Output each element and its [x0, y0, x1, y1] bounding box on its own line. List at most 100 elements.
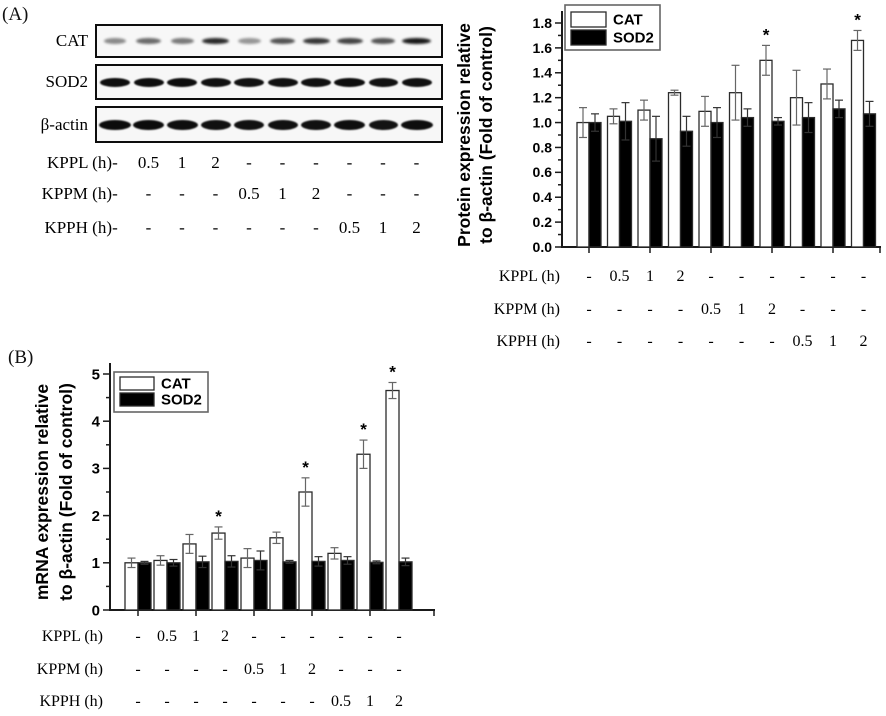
treatment-value: - — [193, 661, 198, 678]
sod2-bar-9 — [832, 108, 846, 248]
y-tick-label: 0.2 — [533, 214, 553, 230]
treatment-value: - — [647, 333, 652, 350]
blot-band-lane-2 — [136, 38, 161, 44]
treatment-value: - — [313, 218, 319, 237]
y-axis-title: Protein expression relative — [454, 23, 474, 247]
blot-band-lane-10 — [402, 38, 431, 44]
treatment-value: 1 — [192, 628, 200, 645]
sod2-bar-3 — [195, 561, 210, 611]
treatment-value: - — [678, 301, 683, 318]
blot-band-lane-1 — [104, 38, 126, 44]
treatment-value: - — [279, 218, 286, 237]
treatment-value: - — [647, 301, 652, 318]
cat-bar-4 — [667, 92, 682, 248]
y-tick-label: 1.6 — [533, 40, 553, 56]
legend-label: SOD2 — [613, 30, 654, 47]
treatment-value: - — [708, 333, 713, 350]
blot-band-lane-3 — [166, 119, 198, 130]
significance-star: * — [360, 420, 367, 439]
treatment-value: - — [367, 628, 372, 645]
y-tick-label: 1.2 — [533, 90, 553, 106]
cat-bar-10 — [385, 389, 400, 611]
treatment-value: - — [251, 628, 256, 645]
sod2-bar-4 — [224, 560, 239, 611]
treatment-value: 1 — [738, 301, 746, 318]
treatment-value: - — [145, 184, 152, 203]
sod2-bar-4 — [679, 130, 694, 248]
legend-swatch-cat — [570, 11, 607, 28]
panel-b-label: (B) — [8, 347, 34, 368]
cat-bar-9 — [356, 453, 371, 611]
blot-band-lane-6 — [270, 38, 295, 44]
treatment-value: 2 — [412, 218, 421, 237]
sod2-bar-10 — [398, 561, 413, 611]
y-tick-label: 3 — [92, 461, 100, 478]
blot-image-2 — [95, 64, 443, 100]
treatment-value: 0.5 — [244, 661, 264, 678]
y-tick-label: 1 — [92, 555, 100, 572]
treatment-value: 1 — [378, 218, 388, 237]
treatment-value: - — [246, 218, 252, 237]
cat-bar-8 — [327, 552, 342, 611]
treatment-value: - — [800, 301, 805, 318]
treatment-value: - — [338, 628, 343, 645]
treatment-value: - — [678, 333, 683, 350]
treatment-value: - — [112, 184, 118, 203]
significance-star: * — [215, 507, 222, 526]
blot-band-lane-5 — [234, 77, 264, 87]
blot-band-lane-8 — [334, 119, 365, 130]
blot-band-lane-4 — [200, 77, 231, 87]
treatment-value: - — [617, 301, 622, 318]
cat-bar-3 — [637, 109, 651, 248]
blot-band-lane-3 — [170, 38, 194, 44]
sod2-bar-8 — [801, 116, 816, 248]
treatment-value: 2 — [211, 153, 220, 172]
significance-star: * — [763, 25, 770, 44]
sod2-bar-1 — [588, 121, 602, 248]
treatment-value: - — [380, 153, 386, 172]
treatment-value: - — [164, 693, 169, 710]
treatment-value: - — [338, 661, 343, 678]
blot-band-lane-4 — [200, 119, 231, 130]
treatment-value: - — [739, 333, 744, 350]
treatment-value: - — [145, 218, 152, 237]
significance-star: * — [302, 458, 309, 477]
treatment-value: 0.5 — [338, 218, 361, 237]
blot-band-lane-7 — [301, 119, 331, 130]
treatment-value: - — [193, 693, 198, 710]
blot-band-lane-5 — [234, 119, 264, 130]
y-tick-label: 0.6 — [533, 164, 553, 180]
cat-bar-9 — [820, 83, 834, 248]
treatment-row-label: KPPM (h) — [37, 661, 103, 678]
sod2-bar-7 — [771, 120, 785, 248]
treatment-row-label: KPPH (h) — [39, 693, 103, 710]
blot-label-3: β-actin — [40, 114, 88, 134]
treatment-value: 1 — [646, 268, 654, 285]
treatment-value: - — [830, 268, 835, 285]
sod2-bar-7 — [311, 560, 326, 611]
significance-star: * — [854, 10, 861, 29]
treatment-value: - — [135, 693, 140, 710]
treatment-value: - — [413, 184, 420, 203]
panel-a-label: (A) — [2, 4, 29, 25]
treatment-value: - — [112, 153, 118, 172]
legend-swatch-sod2 — [570, 29, 607, 46]
treatment-value: - — [830, 301, 835, 318]
blot-label-1: CAT — [55, 31, 88, 50]
treatment-value: - — [739, 268, 744, 285]
cat-bar-2 — [153, 559, 168, 611]
y-tick-label: 0 — [92, 602, 100, 619]
blot-band-lane-6 — [267, 77, 298, 87]
treatment-value: 0.5 — [137, 153, 160, 172]
legend-swatch-sod2 — [119, 392, 155, 407]
treatment-value: - — [396, 628, 401, 645]
blot-band-lane-4 — [202, 38, 229, 44]
treatment-value: 2 — [311, 184, 321, 203]
panel-a-western-blots: CAT SOD2 β-actin KPPL (h) -0.5 1 2- - - - - - KPPM (… — [0, 0, 450, 250]
treatment-value: - — [179, 184, 185, 203]
cat-bar-6 — [269, 537, 284, 611]
sod2-bar-5 — [710, 121, 724, 248]
blot-band-lane-9 — [371, 38, 395, 44]
